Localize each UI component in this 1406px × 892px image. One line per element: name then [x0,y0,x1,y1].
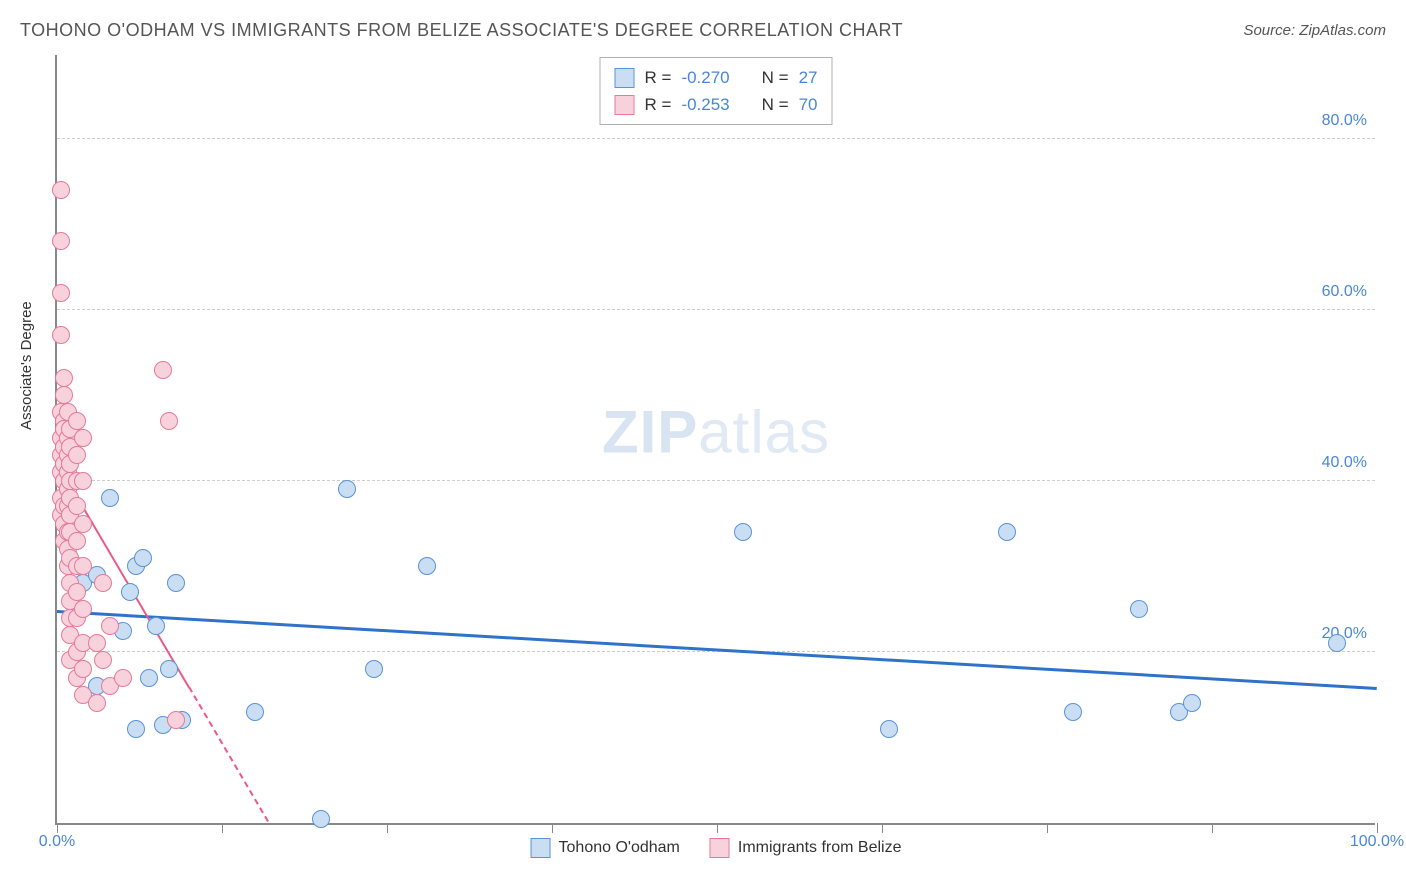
data-point [160,660,178,678]
data-point [52,232,70,250]
x-tick [717,823,718,833]
data-point [55,386,73,404]
data-point [52,326,70,344]
data-point [88,634,106,652]
legend: Tohono O'odham Immigrants from Belize [531,838,902,858]
data-point [338,480,356,498]
x-tick [222,823,223,833]
plot-area: ZIPatlas 20.0%40.0%60.0%80.0%0.0%100.0%R… [55,55,1375,825]
gridline [57,309,1375,310]
chart-title: TOHONO O'ODHAM VS IMMIGRANTS FROM BELIZE… [20,20,903,41]
data-point [1328,634,1346,652]
x-tick [57,823,58,833]
gridline [57,138,1375,139]
n-label: N = [762,64,789,91]
data-point [101,617,119,635]
source-label: Source: ZipAtlas.com [1243,22,1386,39]
data-point [68,497,86,515]
legend-label: Tohono O'odham [559,839,680,857]
data-point [160,412,178,430]
data-point [880,720,898,738]
x-tick-label: 100.0% [1350,833,1404,851]
stats-row: R = -0.270 N = 27 [615,64,818,91]
data-point [94,574,112,592]
data-point [74,515,92,533]
data-point [134,549,152,567]
r-label: R = [645,91,672,118]
data-point [121,583,139,601]
r-label: R = [645,64,672,91]
y-tick-label: 80.0% [1322,112,1367,130]
watermark: ZIPatlas [602,398,830,467]
series-swatch [615,68,635,88]
x-tick-label: 0.0% [39,833,75,851]
x-tick [882,823,883,833]
data-point [68,412,86,430]
data-point [1064,703,1082,721]
legend-item: Tohono O'odham [531,838,680,858]
data-point [312,810,330,828]
data-point [74,557,92,575]
data-point [101,489,119,507]
x-tick [1212,823,1213,833]
data-point [68,446,86,464]
data-point [127,720,145,738]
y-tick-label: 60.0% [1322,283,1367,301]
n-value: 70 [799,91,818,118]
n-label: N = [762,91,789,118]
data-point [1183,694,1201,712]
legend-swatch [531,838,551,858]
stats-box: R = -0.270 N = 27 R = -0.253 N = 70 [600,57,833,125]
data-point [74,600,92,618]
data-point [734,523,752,541]
data-point [147,617,165,635]
x-tick [552,823,553,833]
data-point [52,181,70,199]
x-tick [387,823,388,833]
data-point [418,557,436,575]
stats-row: R = -0.253 N = 70 [615,91,818,118]
y-tick-label: 40.0% [1322,454,1367,472]
data-point [55,369,73,387]
legend-swatch [710,838,730,858]
data-point [68,583,86,601]
data-point [74,472,92,490]
series-swatch [615,95,635,115]
data-point [140,669,158,687]
data-point [88,694,106,712]
r-value: -0.270 [681,64,729,91]
data-point [74,660,92,678]
data-point [154,361,172,379]
data-point [246,703,264,721]
data-point [365,660,383,678]
x-tick [1047,823,1048,833]
data-point [114,669,132,687]
data-point [68,532,86,550]
data-point [998,523,1016,541]
data-point [167,711,185,729]
data-point [1130,600,1148,618]
data-point [52,284,70,302]
y-axis-title: Associate's Degree [18,301,35,430]
r-value: -0.253 [681,91,729,118]
data-point [74,429,92,447]
data-point [167,574,185,592]
gridline [57,480,1375,481]
n-value: 27 [799,64,818,91]
x-tick [1377,823,1378,833]
legend-item: Immigrants from Belize [710,838,902,858]
data-point [94,651,112,669]
legend-label: Immigrants from Belize [738,839,902,857]
